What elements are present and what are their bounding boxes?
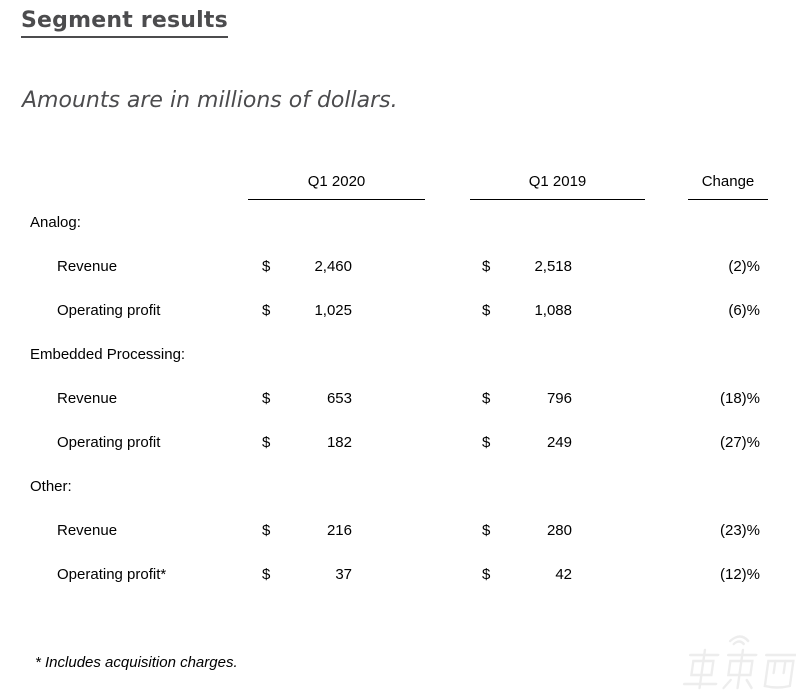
table-header-row: Q1 2020 Q1 2019 Change [30, 165, 768, 200]
column-header-q1-2020: Q1 2020 [248, 165, 425, 200]
section-label: Embedded Processing: [30, 345, 186, 363]
cell-q1-2020: $ 216 [248, 522, 425, 539]
cell-q1-2020: $ 1,025 [248, 302, 425, 319]
footnote: * Includes acquisition charges. [35, 654, 238, 671]
currency-symbol: $ [482, 257, 491, 275]
section-row-other: Other: [30, 464, 768, 508]
cell-change: (18)% [719, 389, 760, 407]
currency-symbol: $ [262, 521, 271, 539]
amount: 653 [326, 389, 352, 407]
amount: 1,025 [314, 301, 352, 319]
currency-symbol: $ [262, 257, 271, 275]
row-label: Operating profit* [57, 565, 167, 583]
cell-change: (23)% [719, 521, 760, 539]
currency-symbol: $ [482, 389, 491, 407]
currency-symbol: $ [262, 433, 271, 451]
cell-change: (6)% [728, 301, 760, 319]
cell-q1-2019: $ 2,518 [470, 258, 645, 275]
cell-q1-2020: $ 37 [248, 566, 425, 583]
currency-symbol: $ [482, 565, 491, 583]
amount: 1,088 [534, 301, 572, 319]
table-row: Operating profit* $ 37 $ 42 (12)% [30, 552, 768, 596]
section-label: Analog: [30, 213, 81, 231]
table-row: Revenue $ 653 $ 796 (18)% [30, 376, 768, 420]
column-header-q1-2019: Q1 2019 [470, 165, 645, 200]
amount: 280 [546, 521, 572, 539]
page-title: Segment results [21, 8, 228, 38]
cell-q1-2019: $ 280 [470, 522, 645, 539]
cell-q1-2019: $ 42 [470, 566, 645, 583]
amount: 37 [335, 565, 352, 583]
cell-q1-2019: $ 796 [470, 390, 645, 407]
page-subtitle: Amounts are in millions of dollars. [22, 88, 398, 113]
cell-q1-2020: $ 653 [248, 390, 425, 407]
watermark-logo [678, 628, 796, 690]
cell-q1-2019: $ 249 [470, 434, 645, 451]
cell-change: (2)% [728, 257, 760, 275]
currency-symbol: $ [262, 565, 271, 583]
table-row: Revenue $ 2,460 $ 2,518 (2)% [30, 244, 768, 288]
row-label: Revenue [57, 521, 118, 539]
row-label: Operating profit [57, 433, 161, 451]
section-label: Other: [30, 477, 72, 495]
amount: 249 [546, 433, 572, 451]
amount: 796 [546, 389, 572, 407]
amount: 182 [326, 433, 352, 451]
cell-change: (12)% [719, 565, 760, 583]
cell-q1-2019: $ 1,088 [470, 302, 645, 319]
segment-results-table: Q1 2020 Q1 2019 Change Analog: Revenue $… [30, 165, 768, 596]
row-label: Revenue [57, 389, 118, 407]
section-row-embedded-processing: Embedded Processing: [30, 332, 768, 376]
cell-change: (27)% [719, 433, 760, 451]
amount: 42 [555, 565, 572, 583]
currency-symbol: $ [482, 433, 491, 451]
currency-symbol: $ [482, 301, 491, 319]
currency-symbol: $ [262, 389, 271, 407]
currency-symbol: $ [482, 521, 491, 539]
cell-q1-2020: $ 2,460 [248, 258, 425, 275]
cell-q1-2020: $ 182 [248, 434, 425, 451]
row-label: Operating profit [57, 301, 161, 319]
row-label: Revenue [57, 257, 118, 275]
column-header-change: Change [688, 165, 768, 200]
section-row-analog: Analog: [30, 200, 768, 244]
table-row: Operating profit $ 182 $ 249 (27)% [30, 420, 768, 464]
currency-symbol: $ [262, 301, 271, 319]
table-row: Revenue $ 216 $ 280 (23)% [30, 508, 768, 552]
amount: 2,460 [314, 257, 352, 275]
amount: 216 [326, 521, 352, 539]
amount: 2,518 [534, 257, 572, 275]
table-row: Operating profit $ 1,025 $ 1,088 (6)% [30, 288, 768, 332]
